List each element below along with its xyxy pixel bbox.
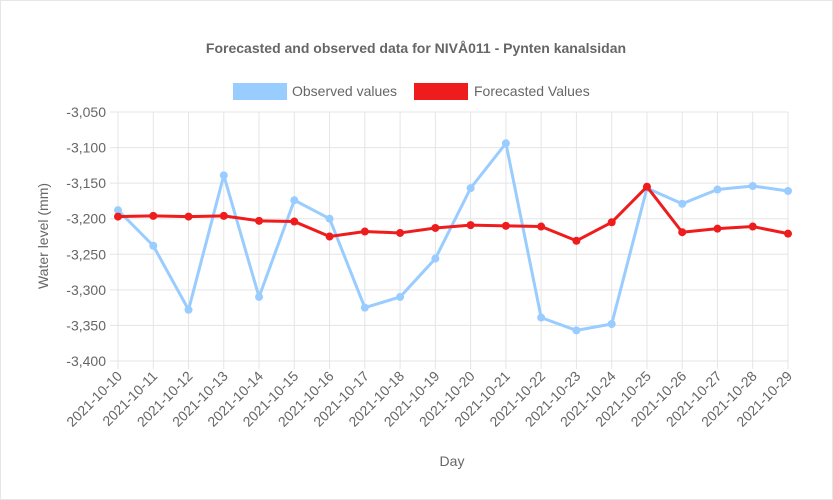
y-tick-label: -3,150: [66, 175, 106, 191]
data-point[interactable]: [784, 186, 792, 195]
x-axis-label: Day: [440, 453, 465, 469]
data-point[interactable]: [290, 196, 299, 205]
data-point[interactable]: [607, 320, 616, 329]
data-point[interactable]: [396, 228, 405, 237]
data-point[interactable]: [607, 218, 616, 227]
data-point[interactable]: [678, 199, 687, 208]
data-point[interactable]: [184, 212, 193, 221]
data-point[interactable]: [466, 221, 475, 230]
data-point[interactable]: [572, 236, 581, 245]
data-point[interactable]: [360, 227, 369, 236]
data-point[interactable]: [678, 228, 687, 237]
legend: Observed values Forecasted Values: [233, 83, 590, 100]
data-point[interactable]: [537, 222, 546, 231]
y-tick-label: -3,200: [66, 211, 106, 227]
chart-title: Forecasted and observed data for NIVÅ011…: [206, 40, 626, 56]
data-point[interactable]: [713, 224, 722, 233]
data-point[interactable]: [114, 212, 122, 221]
data-point[interactable]: [572, 326, 581, 335]
series-line: [116, 141, 789, 332]
data-point[interactable]: [784, 229, 792, 238]
data-point[interactable]: [501, 221, 510, 230]
y-axis-label: Water level (mm): [35, 183, 51, 289]
legend-label-observed[interactable]: Observed values: [292, 83, 397, 99]
y-tick-label: -3,100: [66, 140, 106, 156]
data-point[interactable]: [325, 232, 334, 241]
data-point[interactable]: [149, 211, 158, 220]
series-observed: [114, 139, 792, 335]
y-tick-label: -3,300: [66, 282, 106, 298]
data-point[interactable]: [431, 254, 440, 263]
x-axis-ticks: 2021-10-102021-10-112021-10-122021-10-13…: [63, 368, 795, 430]
data-point[interactable]: [466, 184, 475, 193]
legend-label-forecasted[interactable]: Forecasted Values: [474, 83, 590, 99]
data-point[interactable]: [219, 171, 228, 180]
data-point[interactable]: [537, 313, 546, 322]
data-series: [114, 139, 792, 335]
grid-lines: [110, 111, 789, 369]
series-forecasted: [114, 182, 792, 245]
data-point[interactable]: [748, 222, 757, 231]
data-point[interactable]: [219, 211, 228, 220]
data-point[interactable]: [325, 214, 334, 223]
data-point[interactable]: [255, 292, 264, 301]
legend-swatch-observed[interactable]: [233, 83, 287, 100]
legend-swatch-forecasted[interactable]: [414, 83, 468, 100]
data-point[interactable]: [501, 139, 510, 148]
data-point[interactable]: [360, 303, 369, 312]
data-point[interactable]: [290, 217, 299, 226]
data-point[interactable]: [713, 185, 722, 194]
y-tick-label: -3,400: [66, 353, 106, 369]
data-point[interactable]: [748, 181, 757, 190]
data-point[interactable]: [255, 216, 264, 225]
data-point[interactable]: [149, 241, 158, 250]
y-axis-ticks: -3,050 -3,100 -3,150 -3,200 -3,250 -3,300 -3,3…: [66, 104, 106, 369]
data-point[interactable]: [642, 182, 651, 191]
data-point[interactable]: [184, 305, 193, 314]
data-point[interactable]: [431, 223, 440, 232]
data-point[interactable]: [396, 292, 405, 301]
series-line: [117, 185, 789, 243]
y-tick-label: -3,350: [66, 317, 106, 333]
y-tick-label: -3,250: [66, 246, 106, 262]
data-point[interactable]: [114, 206, 122, 215]
y-tick-label: -3,050: [66, 104, 106, 120]
